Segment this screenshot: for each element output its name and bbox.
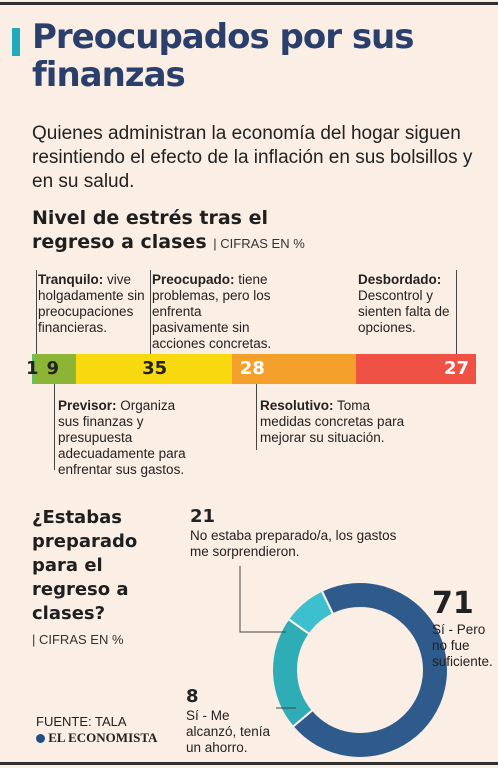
stress-bar-value-previsor: 9 bbox=[46, 358, 59, 379]
title-accent-bar bbox=[12, 28, 20, 56]
connector-previsor bbox=[54, 384, 55, 470]
stress-bar-segment-resolutivo bbox=[231, 354, 357, 384]
connector-tranquilo bbox=[36, 270, 37, 354]
stress-chart-title-text: Nivel de estrés tras el regreso a clases bbox=[32, 207, 268, 253]
donut-slice-si-alcanzo bbox=[286, 589, 335, 636]
logo-mark-icon bbox=[36, 734, 45, 743]
annotation-resolutivo: Resolutivo: Toma medidas concretas para … bbox=[260, 398, 415, 446]
annotation-tranquilo-desc: vive holgadamente sin preocupaciones fin… bbox=[38, 272, 145, 335]
annotation-previsor-label: Previsor: bbox=[58, 398, 117, 413]
stress-bar-value-resolutivo: 28 bbox=[239, 358, 265, 379]
donut-label-si-alcanzo: Sí - Me alcanzó, tenía un ahorro. bbox=[186, 708, 271, 755]
page-subtitle: Quienes administran la economía del hoga… bbox=[32, 123, 473, 192]
connector-resolutivo bbox=[256, 384, 257, 450]
stress-bar-segments bbox=[32, 354, 476, 384]
stress-bar-value-preocupado: 35 bbox=[142, 358, 168, 379]
top-rule bbox=[0, 2, 498, 5]
annotation-previsor: Previsor: Organiza sus finanzas y presup… bbox=[58, 398, 188, 478]
stress-bar-segment-preocupado bbox=[76, 354, 232, 384]
donut-value-no-preparado: 21 bbox=[190, 506, 216, 527]
connector-preocupado bbox=[150, 270, 151, 354]
donut-slices bbox=[271, 581, 449, 759]
stress-bar-segment-previsor bbox=[36, 354, 77, 384]
annotation-resolutivo-desc: Toma medidas concretas para mejorar su s… bbox=[260, 398, 405, 445]
logo-text: EL ECONOMISTA bbox=[48, 730, 158, 745]
annotation-preocupado: Preocupado: tiene problemas, pero los en… bbox=[152, 272, 277, 352]
stress-bar-value-tranquilo: 1 bbox=[26, 358, 39, 379]
source-note: FUENTE: TALA bbox=[36, 714, 127, 729]
annotation-desbordado: Desbordado: Descontrol y sienten falta d… bbox=[358, 272, 453, 336]
donut-chart bbox=[271, 581, 449, 759]
publisher-logo: EL ECONOMISTA bbox=[36, 730, 157, 746]
stress-bar-value-desbordado: 27 bbox=[444, 358, 470, 379]
donut-value-si-alcanzo: 8 bbox=[186, 686, 199, 707]
donut-value-si-no-suficiente: 71 bbox=[432, 586, 474, 621]
stress-bar bbox=[32, 354, 476, 384]
annotation-previsor-desc: Organiza sus finanzas y presupuesta adec… bbox=[58, 398, 186, 477]
stress-chart-unit: | CIFRAS EN % bbox=[213, 236, 305, 251]
annotation-preocupado-desc: tiene problemas, pero los enfrenta pasiv… bbox=[152, 272, 272, 351]
annotation-desbordado-label: Desbordado: bbox=[358, 272, 442, 287]
donut-label-si-no-suficiente: Sí - Pero no fue suficiente. bbox=[432, 622, 493, 669]
donut-chart-title: ¿Estabas preparado para el regreso a cla… bbox=[32, 507, 138, 624]
donut-chart-unit: | CIFRAS EN % bbox=[32, 632, 124, 647]
stress-bar-segment-desbordado bbox=[356, 354, 476, 384]
page-title: Preocupados por sus finanzas bbox=[32, 17, 415, 95]
annotation-preocupado-label: Preocupado: bbox=[152, 272, 235, 287]
bottom-rule bbox=[0, 762, 498, 765]
stress-chart-title: Nivel de estrés tras el regreso a clases… bbox=[32, 206, 332, 256]
connector-desbordado bbox=[456, 270, 457, 354]
annotation-resolutivo-label: Resolutivo: bbox=[260, 398, 334, 413]
leader-no-preparado bbox=[239, 566, 286, 633]
donut-slice-si-no-suficiente bbox=[291, 581, 449, 759]
annotation-tranquilo-label: Tranquilo: bbox=[38, 272, 104, 287]
annotation-desbordado-desc: Descontrol y sienten falta de opciones. bbox=[358, 288, 450, 335]
stress-bar-segment-tranquilo bbox=[32, 354, 37, 384]
donut-label-no-preparado: No estaba preparado/a, los gastos me sor… bbox=[190, 528, 397, 559]
annotation-tranquilo: Tranquilo: vive holgadamente sin preocup… bbox=[38, 272, 146, 336]
